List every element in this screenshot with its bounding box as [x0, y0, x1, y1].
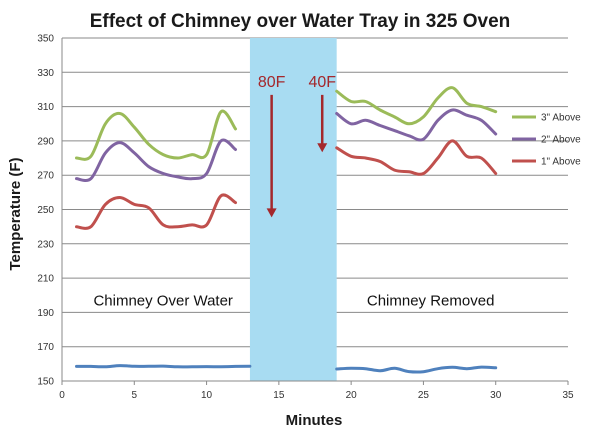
y-tick-label: 170	[37, 342, 54, 353]
arrow-head	[266, 208, 277, 218]
arrow-label: 80F	[258, 74, 286, 91]
series-line-unlabeled	[335, 365, 498, 374]
series-line-3-above	[335, 86, 498, 126]
x-tick-label: 0	[59, 390, 65, 401]
x-tick-label: 15	[273, 390, 285, 401]
legend-label: 3" Above	[541, 113, 581, 124]
region-annotation: Chimney Removed	[367, 292, 495, 309]
x-tick-label: 35	[562, 390, 574, 401]
series-line-1-above	[75, 193, 237, 230]
series-line-3-above	[75, 109, 237, 161]
y-tick-label: 310	[37, 102, 54, 113]
y-tick-label: 150	[37, 377, 54, 388]
y-tick-label: 330	[37, 68, 54, 79]
y-tick-label: 190	[37, 308, 54, 319]
series-line-2-above	[75, 138, 237, 182]
y-tick-label: 230	[37, 239, 54, 250]
series-line-unlabeled	[75, 364, 252, 369]
series-layer	[75, 86, 498, 374]
x-axis-label: Minutes	[286, 412, 343, 429]
legend: 3" Above 2" Above 1" Above	[512, 113, 581, 168]
x-tick-label: 5	[132, 390, 138, 401]
x-tick-label: 20	[346, 390, 358, 401]
legend-label: 2" Above	[541, 135, 581, 146]
annotation-layer: Chimney Over Water Chimney Removed 80F 40F	[93, 74, 494, 310]
chart-title: Effect of Chimney over Water Tray in 325…	[90, 11, 511, 32]
arrow-label: 40F	[308, 74, 336, 91]
x-tick-label: 10	[201, 390, 213, 401]
y-tick-label: 210	[37, 274, 54, 285]
arrow-head	[317, 143, 328, 153]
y-tick-label: 350	[37, 34, 54, 45]
legend-label: 1" Above	[541, 157, 581, 168]
x-tick-label: 30	[490, 390, 502, 401]
y-tick-label: 290	[37, 136, 54, 147]
y-axis-label: Temperature (F)	[7, 157, 24, 270]
axes: 150 170 190 210 230 250 270 290 310 330 350 0 5 10 15 2…	[37, 34, 574, 402]
region-annotation: Chimney Over Water	[93, 292, 232, 309]
y-tick-label: 270	[37, 171, 54, 182]
y-tick-label: 250	[37, 205, 54, 216]
series-line-2-above	[335, 108, 498, 142]
series-line-1-above	[335, 139, 498, 176]
x-tick-label: 25	[418, 390, 430, 401]
